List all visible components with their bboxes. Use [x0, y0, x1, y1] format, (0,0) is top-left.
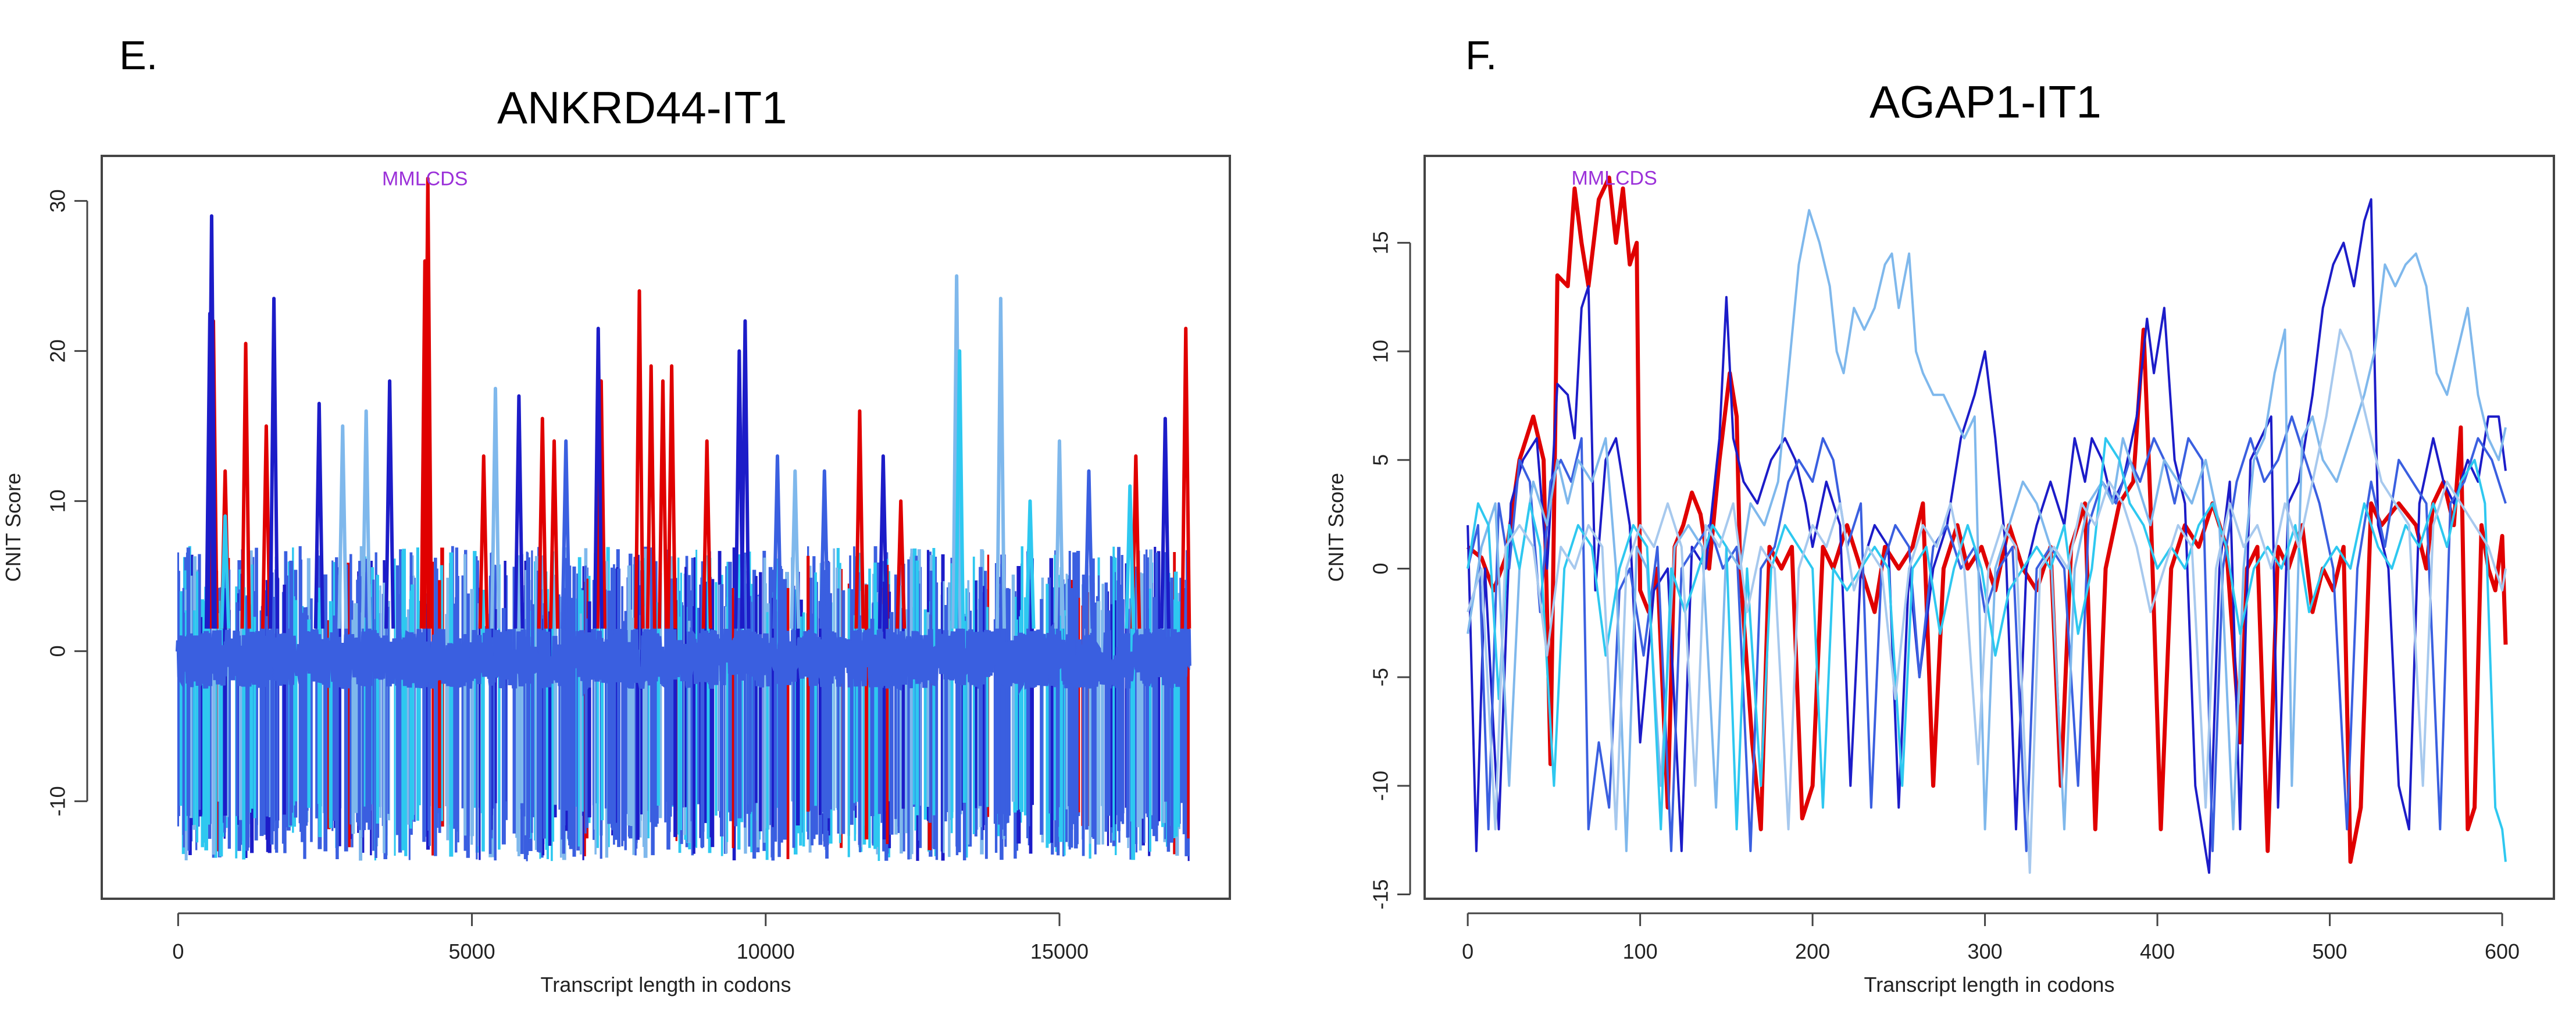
peak-spike: [1054, 439, 1065, 629]
x-tick-label: 600: [2485, 939, 2520, 963]
peak-spike: [666, 364, 677, 629]
plot-frame: [1423, 155, 2555, 900]
peak-spike: [877, 454, 889, 629]
x-axis: 0 5000 10000 15000: [172, 912, 1089, 963]
peak-spike: [734, 349, 745, 629]
peak-spike: [337, 424, 348, 629]
peak-spike: [634, 289, 645, 629]
x-tick-label: 0: [172, 939, 184, 963]
y-axis-label: CNIT Score: [1, 473, 25, 582]
y-axis-label: CNIT Score: [1324, 473, 1348, 582]
plot-area: [175, 176, 1191, 862]
y-tick-label: 20: [46, 339, 70, 362]
series-frame-royal-blue: [561, 439, 1094, 629]
y-tick-label: 0: [46, 645, 70, 657]
peak-spike: [384, 379, 395, 629]
panel-title-ankrd44: ANKRD44-IT1: [497, 82, 787, 133]
x-tick-label: 400: [2140, 939, 2175, 963]
x-tick-label: 200: [1795, 939, 1830, 963]
peak-spike: [537, 417, 548, 629]
peak-spike: [240, 341, 251, 629]
peak-spike: [790, 469, 801, 629]
panel-letter-f: F.: [1465, 33, 1497, 78]
peak-spike: [593, 326, 604, 629]
series-frame-cyan: [1467, 437, 2507, 862]
series-frame-pale-blue: [1467, 328, 2507, 874]
x-tick-label: 100: [1623, 939, 1658, 963]
y-tick-label: 10: [46, 489, 70, 512]
series-frame-cyan: [220, 349, 1136, 629]
series-frame-royal-blue: [1467, 415, 2507, 852]
y-tick-label: 0: [1369, 563, 1393, 574]
y-axis: -10 0 10 20 30: [46, 189, 88, 816]
peak-spike: [1180, 326, 1191, 629]
x-tick-label: 0: [1462, 939, 1473, 963]
plot-area: [1466, 175, 2508, 874]
peak-spike: [1159, 417, 1171, 629]
dense-signal-band: [175, 546, 1191, 862]
chart-ankrd44-it1: 0 5000 10000 15000 Transcript length in codo…: [1, 155, 1231, 996]
x-tick-label: 5000: [449, 939, 495, 963]
x-tick-label: 10000: [737, 939, 795, 963]
mmlcds-annotation: MMLCDS: [382, 168, 468, 190]
y-tick-label: -5: [1369, 668, 1393, 686]
x-axis: 0 100 200 300 400 500 600: [1462, 912, 2520, 963]
peak-spike: [1025, 499, 1036, 629]
y-axis: -15 -10 -5 0 5 10 15: [1369, 231, 1411, 910]
x-tick-label: 500: [2313, 939, 2347, 963]
y-tick-label: 10: [1369, 340, 1393, 363]
peak-spike: [1083, 469, 1094, 629]
band-centerline: [175, 621, 1191, 697]
peak-spike: [1125, 484, 1136, 629]
peak-spike: [478, 454, 489, 629]
peak-spike: [204, 311, 215, 629]
peak-spike: [595, 379, 606, 629]
peak-spike: [657, 379, 669, 629]
peak-spike: [895, 499, 907, 629]
peak-spike: [548, 439, 560, 629]
series-frame-dark-blue: [204, 214, 1171, 629]
peak-spike: [954, 349, 965, 629]
series-frame-red: [208, 176, 1191, 629]
x-tick-label: 300: [1968, 939, 2003, 963]
series-frame-dark-blue: [1467, 198, 2507, 874]
y-tick-label: 15: [1369, 231, 1393, 254]
x-tick-label: 15000: [1030, 939, 1089, 963]
peak-spike: [995, 297, 1006, 629]
series-frame-light-blue: [337, 274, 1065, 629]
y-tick-label: -10: [46, 786, 70, 816]
peak-spike: [513, 394, 525, 629]
panel-title-agap1: AGAP1-IT1: [1869, 76, 2102, 127]
peak-spike: [261, 424, 272, 629]
peak-spike: [268, 297, 280, 629]
plot-frame: [101, 155, 1231, 900]
mmlcds-annotation: MMLCDS: [1571, 167, 1657, 189]
peak-spike: [220, 514, 231, 629]
peak-spike: [854, 409, 865, 629]
y-tick-label: -15: [1369, 880, 1393, 910]
peak-spike: [361, 409, 372, 629]
peak-spike: [772, 454, 783, 629]
peak-spike: [701, 439, 712, 629]
x-axis-label: Transcript length in codons: [541, 973, 791, 996]
peak-spike: [645, 364, 657, 629]
y-tick-label: -10: [1369, 771, 1393, 801]
series-frame-red: [1466, 175, 2508, 864]
x-axis-label: Transcript length in codons: [1864, 973, 2115, 996]
peak-spike: [561, 439, 572, 629]
panel-letter-e: E.: [119, 33, 158, 78]
peak-spike: [313, 401, 324, 629]
peak-spike: [490, 386, 501, 629]
y-tick-label: 5: [1369, 454, 1393, 466]
peak-spike: [419, 259, 430, 629]
peak-spike: [819, 469, 830, 629]
y-tick-label: 30: [46, 189, 70, 212]
